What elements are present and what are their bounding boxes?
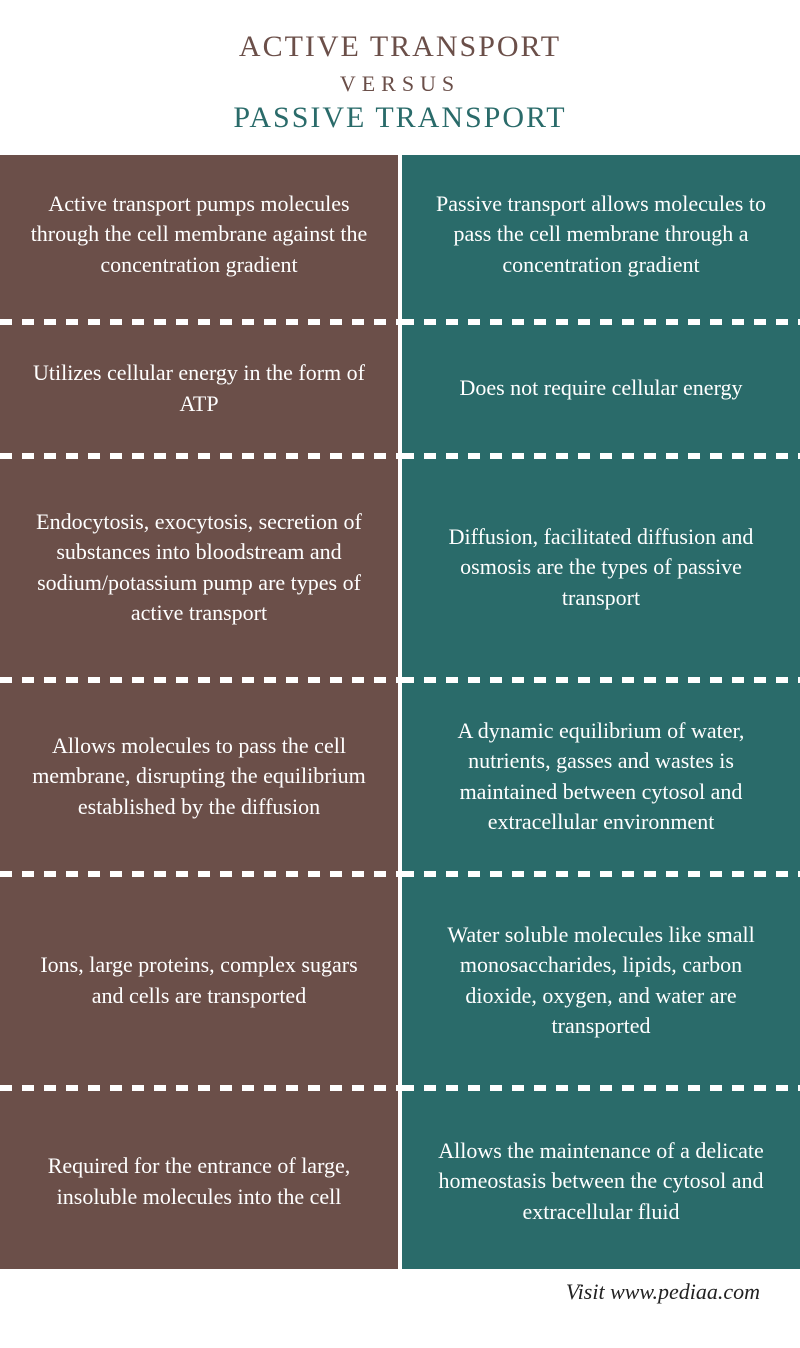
divider-left-0: [0, 315, 398, 329]
cell-passive-2: Diffusion, facilitated diffusion and osm…: [402, 463, 800, 673]
divider-right-0: [402, 315, 800, 329]
footer-credit: Visit www.pediaa.com: [0, 1269, 800, 1305]
divider-left-4: [0, 1081, 398, 1095]
divider-left-3: [0, 867, 398, 881]
cell-passive-1: Does not require cellular energy: [402, 329, 800, 449]
cell-active-1: Utilizes cellular energy in the form of …: [0, 329, 398, 449]
cell-passive-3: A dynamic equilibrium of water, nutrient…: [402, 687, 800, 867]
divider-right-3: [402, 867, 800, 881]
cell-active-0: Active transport pumps molecules through…: [0, 155, 398, 315]
cell-active-3: Allows molecules to pass the cell membra…: [0, 687, 398, 867]
header: ACTIVE TRANSPORT VERSUS PASSIVE TRANSPOR…: [0, 0, 800, 155]
cell-passive-4: Water soluble molecules like small monos…: [402, 881, 800, 1081]
divider-right-1: [402, 449, 800, 463]
cell-active-2: Endocytosis, exocytosis, secretion of su…: [0, 463, 398, 673]
cell-passive-5: Allows the maintenance of a delicate hom…: [402, 1095, 800, 1269]
divider-right-2: [402, 673, 800, 687]
cell-active-4: Ions, large proteins, complex sugars and…: [0, 881, 398, 1081]
column-passive: Passive transport allows molecules to pa…: [402, 155, 800, 1269]
divider-right-4: [402, 1081, 800, 1095]
title-active: ACTIVE TRANSPORT: [0, 28, 800, 66]
title-versus: VERSUS: [0, 70, 800, 98]
comparison-table: Active transport pumps molecules through…: [0, 155, 800, 1269]
title-passive: PASSIVE TRANSPORT: [0, 99, 800, 137]
divider-left-1: [0, 449, 398, 463]
cell-passive-0: Passive transport allows molecules to pa…: [402, 155, 800, 315]
column-active: Active transport pumps molecules through…: [0, 155, 398, 1269]
divider-left-2: [0, 673, 398, 687]
cell-active-5: Required for the entrance of large, inso…: [0, 1095, 398, 1269]
